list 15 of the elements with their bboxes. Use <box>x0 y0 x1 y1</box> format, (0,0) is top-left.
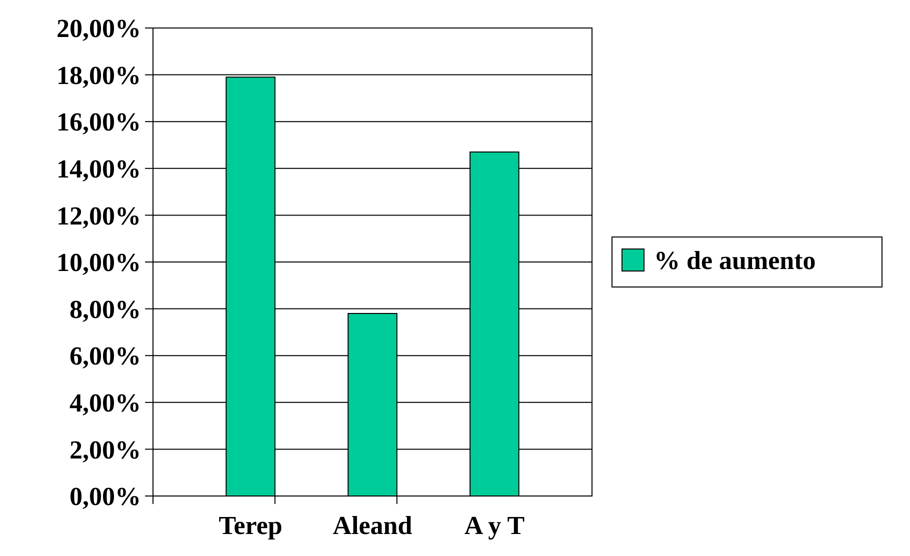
y-tick-label: 10,00% <box>56 248 141 278</box>
x-tick-label: Aleand <box>332 511 413 540</box>
y-tick-label: 8,00% <box>70 294 141 324</box>
y-tick-label: 20,00% <box>56 14 141 44</box>
x-tick-label: Terep <box>218 511 282 540</box>
y-tick-label: 14,00% <box>56 154 141 184</box>
y-tick-label: 4,00% <box>70 388 141 418</box>
y-tick-label: 12,00% <box>56 201 141 230</box>
y-tick-label: 2,00% <box>70 435 141 464</box>
y-tick-label: 0,00% <box>70 482 141 512</box>
y-tick-label: 16,00% <box>56 108 141 137</box>
y-tick-label: 6,00% <box>70 342 141 371</box>
x-tick-label: A y T <box>464 511 525 540</box>
y-tick-label: 18,00% <box>56 60 141 90</box>
legend-label: % de aumento <box>654 246 816 276</box>
